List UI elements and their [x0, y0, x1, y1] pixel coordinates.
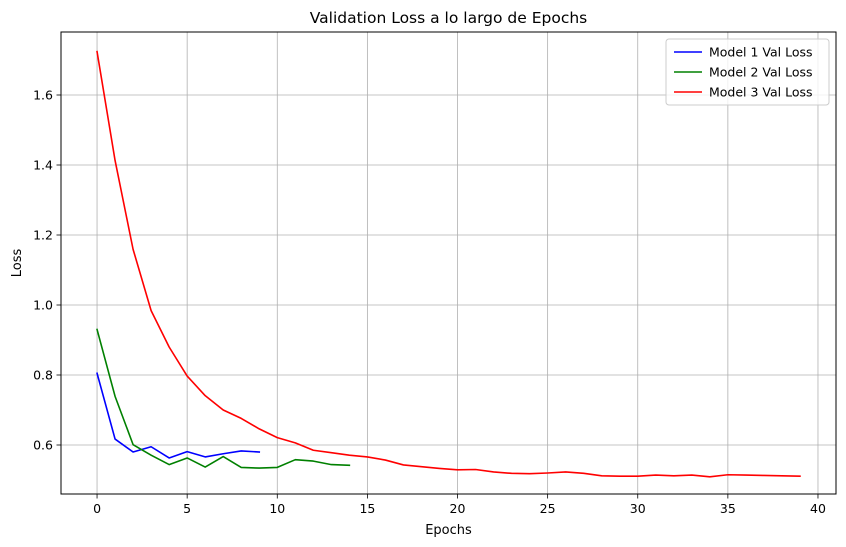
plot-frame — [60, 31, 837, 495]
x-tick-label: 0 — [93, 501, 101, 516]
chart-title: Validation Loss a lo largo de Epochs — [310, 9, 588, 27]
legend: Model 1 Val Loss Model 2 Val Loss Model 3 … — [665, 38, 830, 106]
x-tick-label: 30 — [630, 501, 646, 516]
y-tick-label: 0.6 — [33, 438, 53, 453]
y-tick-label: 1.4 — [33, 158, 53, 173]
y-tick-label: 1.2 — [33, 228, 53, 243]
legend-label-model-2: Model 2 Val Loss — [709, 65, 813, 80]
y-tick-label: 1.6 — [33, 88, 53, 103]
axis-ticks: 0 5 10 15 20 25 30 35 40 0.6 0.8 1.0 1.2 1.4 1.6 — [33, 88, 826, 517]
x-tick-label: 35 — [720, 501, 736, 516]
x-tick-label: 10 — [269, 501, 285, 516]
x-tick-label: 5 — [183, 501, 191, 516]
y-tick-label: 0.8 — [33, 368, 53, 383]
y-tick-label: 1.0 — [33, 298, 53, 313]
series-line-model-2 — [96, 328, 351, 469]
legend-label-model-3: Model 3 Val Loss — [709, 85, 813, 100]
series-layer — [96, 50, 801, 478]
grid-lines — [61, 32, 836, 494]
x-tick-label: 25 — [540, 501, 556, 516]
series-line-model-1 — [96, 372, 261, 459]
x-tick-label: 40 — [810, 501, 826, 516]
legend-box — [665, 38, 830, 106]
x-tick-label: 15 — [359, 501, 375, 516]
x-tick-label: 20 — [450, 501, 466, 516]
x-axis-title: Epochs — [425, 523, 472, 538]
y-axis-title: Loss — [10, 249, 25, 278]
legend-label-model-1: Model 1 Val Loss — [709, 45, 813, 60]
series-line-model-3 — [96, 50, 801, 478]
